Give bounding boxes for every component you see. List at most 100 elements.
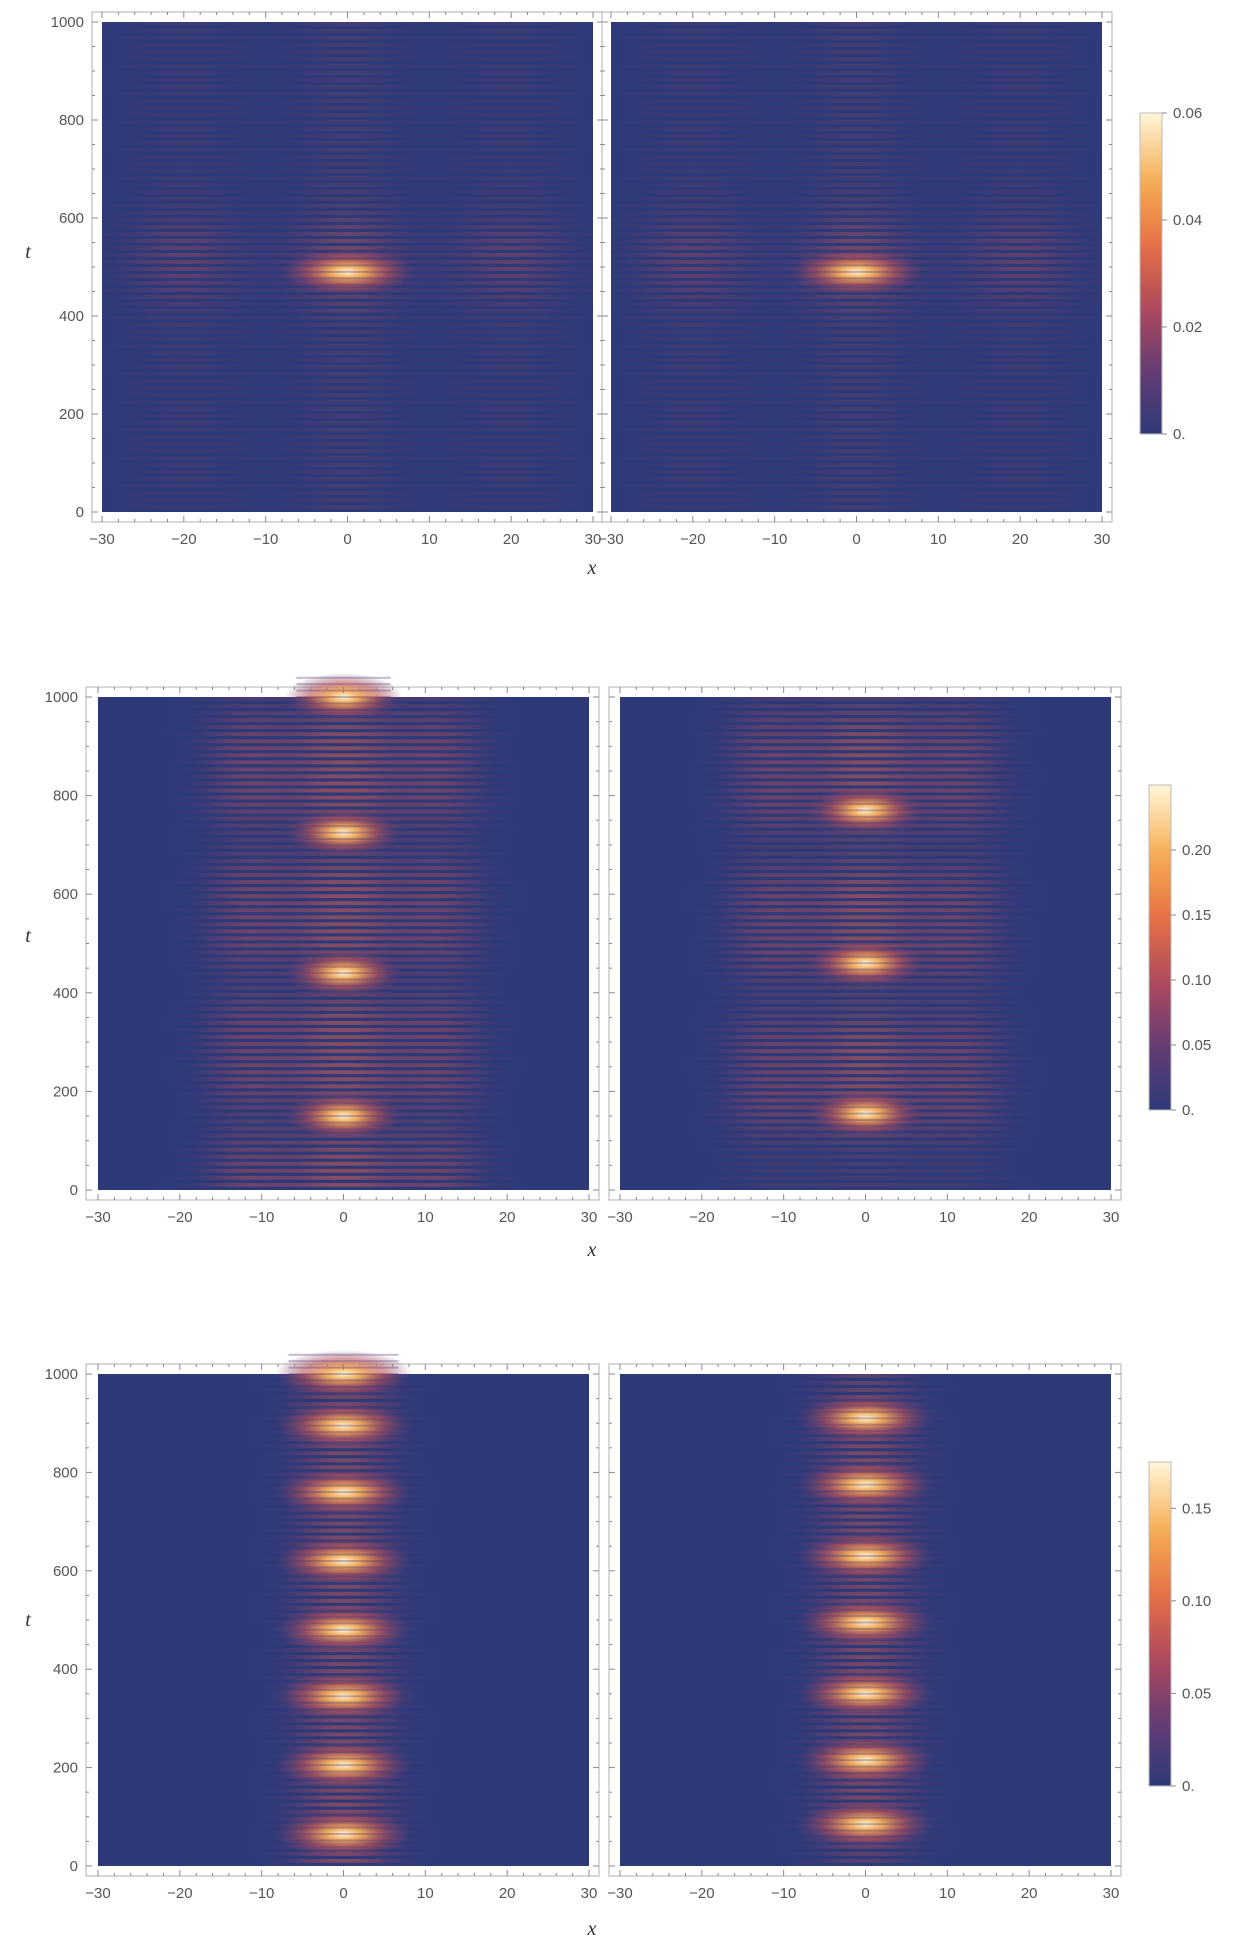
colorbar-gradient	[1139, 112, 1163, 435]
stripe	[98, 1591, 589, 1596]
stripe	[102, 449, 593, 453]
y-tick-label: 600	[59, 210, 84, 227]
peak-fringe	[810, 1423, 921, 1426]
density-peak	[284, 673, 403, 721]
stripe	[98, 1669, 589, 1674]
peak-fringe	[818, 949, 913, 952]
stripe	[611, 71, 1102, 75]
stripe	[98, 795, 589, 800]
x-tick-label: −30	[607, 1209, 632, 1226]
peak-fringe	[810, 1836, 921, 1838]
stripe	[98, 1161, 589, 1166]
density-peak	[274, 1536, 413, 1585]
density-peak	[806, 1089, 925, 1138]
heatmap-panel: −30 −20 −10 0 10 20 30	[598, 11, 1113, 548]
stripe	[620, 929, 1111, 934]
peak-fringe	[288, 1566, 399, 1569]
colorbar-label: 0.	[1182, 1778, 1195, 1795]
peak-fringe	[288, 1360, 399, 1363]
x-tick-label: 0	[852, 531, 860, 548]
peak-fringe	[296, 702, 391, 705]
stripe	[102, 323, 593, 327]
peak-fringe	[810, 1410, 921, 1413]
stripe	[98, 936, 589, 941]
stripe	[102, 197, 593, 201]
peak-fringe	[810, 1699, 921, 1702]
stripe	[611, 57, 1102, 61]
colorbar-label: 0.20	[1182, 842, 1211, 859]
stripe	[611, 302, 1102, 306]
peak-fringe	[810, 1810, 921, 1813]
peak-fringe	[296, 715, 391, 718]
stripe	[98, 866, 589, 870]
x-axis-title: x	[587, 557, 597, 579]
colorbar-label: 0.05	[1182, 1037, 1211, 1054]
peak-fringe	[288, 1572, 399, 1575]
peak-fringe	[288, 1757, 399, 1760]
stripe	[620, 1381, 1111, 1385]
stripe	[102, 337, 593, 341]
peak-fringe	[288, 1826, 399, 1829]
stripe	[611, 197, 1102, 201]
peak-fringe	[288, 1424, 399, 1427]
stripe	[102, 169, 593, 173]
stripe	[611, 379, 1102, 383]
y-tick-label: 0	[76, 504, 84, 521]
y-tick-label: 0	[70, 1858, 78, 1875]
stripe	[620, 760, 1111, 765]
stripe	[620, 746, 1111, 751]
peak-fringe	[818, 822, 913, 825]
peak-fringe	[288, 1379, 399, 1382]
density-peak	[274, 1468, 413, 1517]
stripe	[620, 1084, 1111, 1089]
peak-fringe	[296, 1108, 391, 1111]
stripe	[620, 844, 1111, 849]
stripe	[102, 393, 593, 397]
peak-fringe	[801, 258, 912, 261]
stripe	[98, 753, 589, 758]
stripe	[102, 484, 593, 488]
stripe	[102, 71, 593, 75]
peak-fringe	[296, 683, 391, 686]
colorbar-label: 0.05	[1182, 1685, 1211, 1702]
peak-fringe	[288, 1845, 399, 1848]
stripe	[620, 1788, 1111, 1793]
stripe	[620, 1077, 1111, 1082]
stripe	[102, 421, 593, 425]
x-tick-label: 10	[421, 531, 438, 548]
stripe	[98, 802, 589, 807]
x-tick-label: −10	[771, 1209, 796, 1226]
stripe	[611, 106, 1102, 110]
stripe	[98, 1732, 589, 1737]
peak-fringe	[296, 838, 391, 840]
stripe	[620, 1063, 1111, 1068]
stripe	[98, 1056, 589, 1061]
peak-fringe	[288, 1641, 399, 1644]
stripe	[620, 725, 1111, 730]
peak-fringe	[292, 290, 403, 293]
density-peak	[274, 1350, 413, 1398]
density-peak	[274, 1605, 413, 1654]
stripe	[620, 1049, 1111, 1054]
stripe	[620, 1140, 1111, 1145]
stripe	[611, 484, 1102, 488]
stripe	[620, 922, 1111, 927]
peak-fringe	[818, 968, 913, 971]
stripe	[102, 344, 593, 348]
density-peak	[796, 1598, 935, 1647]
stripe	[611, 358, 1102, 362]
peak-fringe	[810, 1436, 921, 1439]
stripe	[98, 873, 589, 877]
stripe	[102, 435, 593, 439]
density-peak	[274, 1741, 413, 1790]
x-tick-label: −10	[249, 1885, 274, 1902]
peak-fringe	[292, 277, 403, 280]
heatmap-panel: −30 −20 −10 0 10 20 30 0 200 400 600 800 1000	[51, 11, 604, 548]
peak-fringe	[810, 1634, 921, 1637]
x-tick-label: 30	[1103, 1885, 1120, 1902]
peak-fringe	[801, 251, 912, 254]
peak-fringe	[810, 1673, 921, 1676]
stripe	[102, 442, 593, 446]
peak-fringe	[296, 972, 391, 975]
